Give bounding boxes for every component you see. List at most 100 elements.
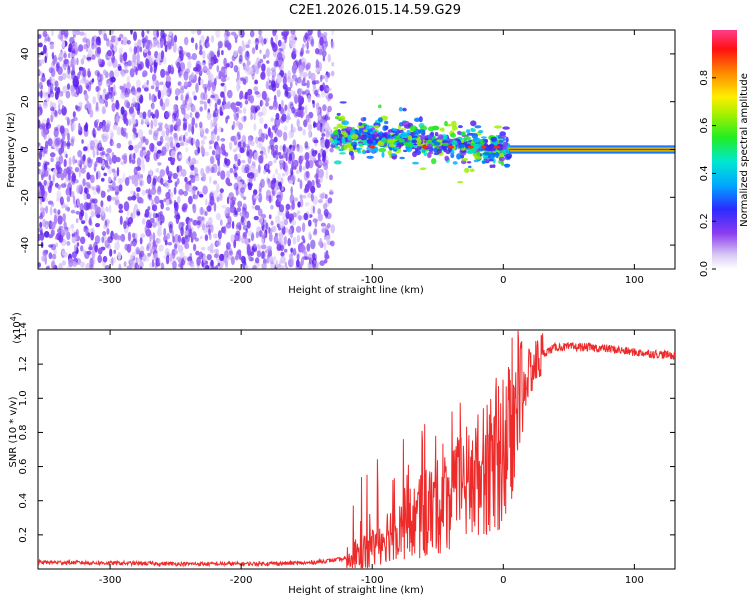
spectrogram-noise-cell [126,243,132,253]
spectrogram-noise-cell [196,256,201,266]
spectrogram-noise-cell [238,122,244,131]
spectrogram-signal-cell [461,139,465,143]
spectrogram-noise-cell [160,177,164,185]
spectrogram-noise-cell [232,105,237,113]
spectrogram-noise-cell [54,138,60,147]
spectrogram-noise-cell [52,174,55,183]
spectrogram-signal-cell [456,130,462,135]
spectrogram-noise-cell [315,261,320,266]
spectrogram-noise-cell [111,180,116,191]
spectrogram-signal-cell [399,156,405,160]
spectrogram-noise-cell [157,43,161,49]
spectrogram-noise-cell [97,247,103,255]
spectrogram-noise-cell [79,105,83,110]
spectrogram-noise-cell [85,181,91,186]
spectrogram-noise-cell [297,201,301,208]
spectrogram-noise-cell [93,133,97,139]
spectrogram-noise-cell [137,141,143,149]
spectrogram-noise-cell [282,159,285,170]
spectrogram-noise-cell [270,37,274,46]
spectrogram-noise-cell [56,61,60,69]
spectrogram-noise-cell [127,217,133,225]
spectrogram-noise-cell [318,199,323,204]
spectrogram-noise-cell [87,156,92,164]
spectrogram-noise-cell [176,61,181,69]
spectrogram-noise-cell [165,206,170,211]
spectrogram-noise-cell [307,30,313,36]
spectrogram-noise-cell [253,215,259,221]
spectrogram-noise-cell [277,39,282,47]
spectrogram-noise-cell [111,234,118,239]
spectrogram-signal-cell [336,112,341,116]
spectrogram-noise-cell [220,66,226,76]
spectrogram-noise-cell [105,120,112,128]
spectrogram-noise-cell [263,123,268,129]
spectrogram-noise-cell [325,234,331,242]
spectrogram-noise-cell [199,78,204,85]
spectrogram-noise-cell [304,152,310,161]
spectrogram-noise-cell [102,255,108,263]
spectrogram-noise-cell [185,147,189,152]
spectrogram-noise-cell [180,51,184,61]
spectrogram-signal-cell [427,152,432,159]
spectrogram-noise-cell [62,213,66,222]
spectrogram-noise-cell [131,159,136,165]
spectrogram-noise-cell [244,219,247,224]
spectrogram-signal-cell [466,129,471,134]
spectrogram-noise-cell [296,253,300,261]
spectrogram-noise-cell [277,129,283,138]
spectrogram-noise-cell [44,250,49,255]
spectrogram-noise-cell [184,137,189,147]
spectrogram-signal-cell [401,123,405,127]
spectrogram-signal-cell [482,160,486,164]
spectrogram-noise-cell [175,216,180,225]
spectrogram-noise-cell [231,220,235,230]
spectrogram-noise-cell [257,111,263,117]
spectrogram-noise-cell [234,153,238,162]
spectrogram-noise-cell [173,34,178,43]
spectrogram-noise-cell [99,73,104,82]
spectrogram-noise-cell [295,77,298,86]
spectrogram-noise-cell [78,79,82,85]
spectrogram-noise-cell [191,117,196,126]
spectrogram-noise-cell [82,55,87,60]
spectrogram-noise-cell [55,242,58,248]
spectrogram-noise-cell [165,191,171,199]
spectrogram-noise-cell [317,152,321,161]
spectrogram-signal-cell [487,153,495,160]
spectrogram-noise-cell [85,122,88,133]
spectrogram-noise-cell [171,248,176,256]
spectrogram-noise-cell [202,135,208,140]
spectrogram-noise-cell [224,152,229,157]
spectrogram-noise-cell [244,91,249,100]
spectrogram-noise-cell [95,223,100,228]
spectrogram-noise-cell [67,173,71,181]
spectrogram-noise-cell [293,197,299,202]
spectrogram-signal-cell [333,130,339,137]
spectrogram-noise-cell [223,83,227,93]
spectrogram-x-axis-label: Height of straight line (km) [288,285,424,296]
spectrogram-noise-cell [321,228,327,233]
spectrogram-noise-cell [89,257,94,268]
spectrogram-noise-cell [272,125,275,131]
spectrogram-noise-cell [176,165,183,172]
spectrogram-noise-cell [152,204,158,212]
spectrogram-noise-cell [142,136,146,143]
spectrogram-noise-cell [49,100,53,110]
spectrogram-noise-cell [220,138,226,142]
spectrogram-noise-cell [60,30,66,36]
snr-line-group [38,330,675,569]
spectrogram-noise-cell [316,121,322,131]
spectrogram-signal-cell [378,147,387,153]
spectrogram-noise-cell [61,104,65,109]
spectrogram-noise-cell [159,135,164,145]
spectrogram-noise-cell [58,234,64,243]
spectrogram-noise-cell [53,109,58,115]
spectrogram-noise-cell [141,30,145,38]
spectrogram-noise-cell [163,91,169,96]
spectrogram-noise-cell [209,195,215,206]
spectrogram-noise-cell [188,155,191,163]
spectrogram-noise-cell [215,30,221,38]
spectrogram-noise-cell [195,111,200,119]
